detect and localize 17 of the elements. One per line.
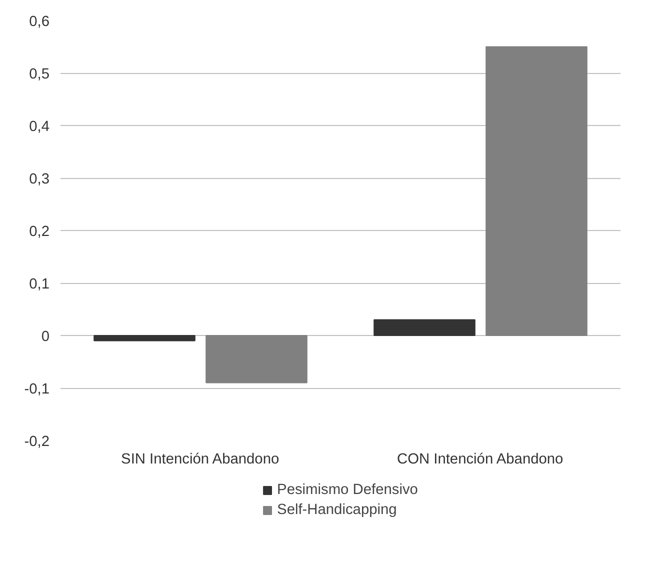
bar [94,335,196,342]
x-tick-label: SIN Intención Abandono [121,452,280,468]
y-tick-label: 0 [41,329,50,345]
y-tick-label: -0,2 [24,434,50,450]
y-tick-label: 0,5 [29,66,50,82]
legend-label: Self-Handicapping [277,502,397,518]
bar [374,319,476,336]
y-tick-label: 0,6 [29,14,50,30]
y-tick-label: 0,3 [29,172,50,188]
y-tick-label: 0,4 [29,119,50,135]
y-tick-label: 0,1 [29,276,50,292]
bar [486,46,588,336]
y-tick-label: 0,2 [29,224,50,240]
legend-label: Pesimismo Defensivo [277,482,418,498]
bar [206,335,308,384]
y-tick-label: -0,1 [24,382,50,398]
x-tick-label: CON Intención Abandono [396,452,564,468]
